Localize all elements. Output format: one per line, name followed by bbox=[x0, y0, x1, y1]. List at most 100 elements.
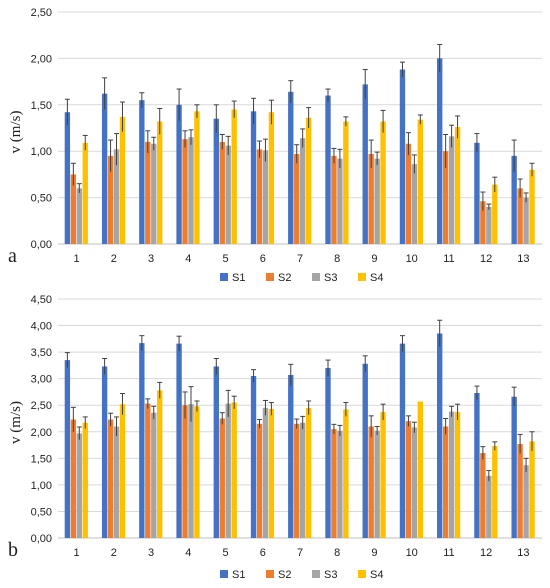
bar bbox=[411, 164, 418, 244]
bar bbox=[374, 430, 380, 538]
bar bbox=[380, 412, 386, 538]
bar bbox=[417, 401, 424, 538]
bar bbox=[231, 109, 237, 244]
bar bbox=[300, 422, 306, 538]
x-tick-label: 7 bbox=[297, 547, 303, 559]
x-tick-label: 12 bbox=[480, 253, 492, 265]
panel-label: b bbox=[8, 539, 18, 561]
bar bbox=[300, 138, 306, 244]
x-tick-label: 8 bbox=[334, 547, 340, 559]
bar bbox=[157, 390, 163, 538]
legend-label: S2 bbox=[278, 569, 291, 581]
y-tick-label: 3,00 bbox=[31, 374, 52, 386]
bar bbox=[182, 139, 188, 244]
legend-swatch bbox=[358, 273, 366, 281]
bar bbox=[305, 117, 312, 244]
x-tick-label: 13 bbox=[517, 253, 529, 265]
bar bbox=[119, 404, 126, 538]
x-tick-label: 9 bbox=[371, 547, 377, 559]
bar bbox=[442, 426, 449, 538]
y-tick-label: 2,00 bbox=[31, 53, 52, 65]
bar bbox=[82, 422, 88, 538]
bar bbox=[437, 333, 443, 538]
bar bbox=[188, 404, 194, 538]
bar bbox=[288, 374, 294, 538]
bar bbox=[486, 206, 492, 244]
bar bbox=[107, 155, 114, 244]
chart-panel-b: 0,00 0,50 1,00 1,50 2,00 2,50 3,00 3,50 4,00 4,50… bbox=[8, 294, 542, 581]
bar bbox=[417, 119, 424, 244]
bar bbox=[492, 184, 498, 244]
bar bbox=[139, 343, 145, 538]
bar bbox=[331, 429, 337, 538]
bar bbox=[517, 188, 523, 244]
bar bbox=[480, 201, 486, 244]
bar bbox=[448, 136, 455, 244]
bar bbox=[529, 169, 535, 244]
legend-swatch bbox=[220, 273, 228, 281]
y-tick-label: 4,00 bbox=[31, 321, 52, 333]
bar bbox=[176, 104, 182, 244]
bar bbox=[268, 408, 275, 538]
legend-swatch bbox=[312, 570, 320, 578]
bar bbox=[145, 141, 151, 244]
legend-swatch bbox=[220, 570, 228, 578]
bar bbox=[492, 446, 498, 538]
bar bbox=[343, 409, 349, 538]
bar bbox=[343, 121, 349, 244]
bar bbox=[225, 145, 231, 244]
x-tick-label: 3 bbox=[148, 547, 154, 559]
bar bbox=[76, 188, 82, 244]
x-tick-label: 6 bbox=[260, 547, 266, 559]
bar bbox=[405, 143, 412, 244]
bar bbox=[82, 142, 88, 244]
x-tick-label: 10 bbox=[406, 253, 418, 265]
legend-label: S3 bbox=[324, 272, 337, 284]
legend-label: S1 bbox=[232, 272, 245, 284]
legend-swatch bbox=[312, 273, 320, 281]
x-tick-label: 6 bbox=[260, 253, 266, 265]
y-axis-label: v (m/s) bbox=[8, 111, 24, 154]
bar bbox=[529, 441, 535, 538]
bar bbox=[442, 151, 449, 244]
bar bbox=[374, 158, 380, 244]
x-tick-label: 10 bbox=[406, 547, 418, 559]
bar bbox=[368, 153, 374, 244]
bar bbox=[325, 368, 331, 538]
bar bbox=[219, 141, 225, 244]
bar bbox=[337, 158, 343, 244]
x-tick-label: 2 bbox=[111, 253, 117, 265]
bar bbox=[454, 127, 461, 244]
bar bbox=[188, 137, 194, 244]
bar bbox=[268, 112, 275, 244]
y-tick-label: 0,00 bbox=[31, 533, 52, 545]
bar bbox=[405, 421, 412, 538]
bar bbox=[448, 411, 455, 538]
bar bbox=[454, 412, 461, 538]
bar bbox=[337, 430, 343, 538]
bar bbox=[262, 150, 269, 244]
bar bbox=[219, 418, 225, 538]
legend-label: S2 bbox=[278, 272, 291, 284]
x-tick-label: 5 bbox=[222, 253, 228, 265]
bar bbox=[256, 149, 263, 244]
bar bbox=[151, 412, 157, 538]
x-tick-label: 3 bbox=[148, 253, 154, 265]
y-tick-label: 1,50 bbox=[31, 453, 52, 465]
bar bbox=[76, 433, 82, 538]
legend-label: S4 bbox=[370, 272, 383, 284]
bar bbox=[119, 116, 126, 244]
bar bbox=[250, 376, 257, 538]
bar bbox=[256, 423, 263, 538]
y-tick-label: 1,00 bbox=[31, 146, 52, 158]
bar bbox=[437, 58, 443, 245]
bar bbox=[101, 366, 108, 538]
x-tick-label: 13 bbox=[517, 547, 529, 559]
bar bbox=[474, 393, 480, 538]
bar bbox=[325, 95, 331, 245]
y-tick-label: 2,00 bbox=[31, 427, 52, 439]
legend-swatch bbox=[266, 570, 274, 578]
bar bbox=[399, 343, 406, 538]
bar bbox=[194, 406, 200, 538]
